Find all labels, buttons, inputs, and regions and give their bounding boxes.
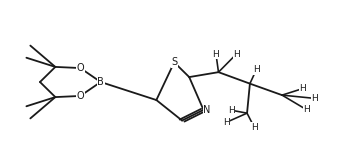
Text: O: O bbox=[76, 91, 84, 101]
Text: S: S bbox=[171, 57, 177, 67]
Text: H: H bbox=[253, 65, 260, 74]
Text: H: H bbox=[312, 94, 318, 103]
Text: H: H bbox=[303, 105, 310, 114]
Text: H: H bbox=[233, 50, 240, 59]
Text: H: H bbox=[300, 84, 306, 93]
Text: H: H bbox=[251, 123, 257, 132]
Text: H: H bbox=[228, 106, 235, 115]
Text: O: O bbox=[76, 63, 84, 73]
Text: H: H bbox=[213, 50, 219, 59]
Text: B: B bbox=[97, 77, 104, 87]
Text: N: N bbox=[203, 105, 211, 115]
Text: H: H bbox=[223, 118, 230, 127]
